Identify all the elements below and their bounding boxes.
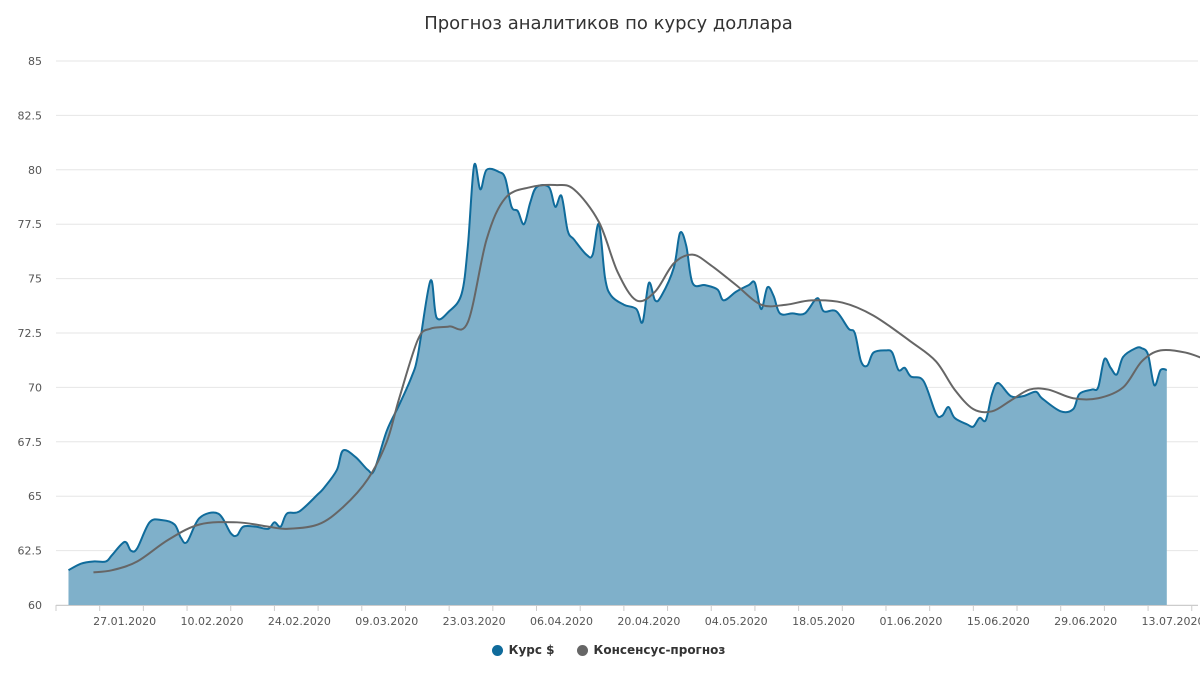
y-tick-label: 82.5 bbox=[18, 109, 43, 122]
legend-marker-consensus bbox=[576, 644, 588, 656]
y-tick-label: 85 bbox=[28, 55, 42, 68]
y-axis: 60 62.5 65 67.5 70 72.5 75 77.5 80 82.5 85 bbox=[18, 55, 43, 612]
x-tick-label: 29.06.2020 bbox=[1054, 615, 1117, 628]
legend: Курс $ Консенсус-прогноз bbox=[0, 643, 1200, 657]
series-layer bbox=[68, 162, 1200, 606]
y-tick-label: 67.5 bbox=[18, 436, 43, 449]
legend-label-consensus: Консенсус-прогноз bbox=[593, 643, 726, 657]
series-line-consensus[interactable] bbox=[93, 183, 1200, 574]
chart-title: Прогноз аналитиков по курсу доллара bbox=[424, 13, 793, 34]
y-tick-label: 70 bbox=[28, 381, 42, 394]
x-tick-label: 13.07.2020 bbox=[1142, 615, 1200, 628]
series-line-rate[interactable] bbox=[68, 162, 1168, 572]
legend-marker-rate bbox=[491, 644, 503, 656]
x-tick-label: 27.01.2020 bbox=[93, 615, 156, 628]
x-tick-label: 15.06.2020 bbox=[967, 615, 1030, 628]
y-tick-label: 75 bbox=[28, 273, 42, 286]
x-axis: 27.01.2020 10.02.2020 24.02.2020 09.03.2020… bbox=[55, 605, 1200, 628]
y-tick-label: 60 bbox=[28, 599, 42, 612]
x-tick-label: 01.06.2020 bbox=[879, 615, 942, 628]
y-tick-label: 62.5 bbox=[18, 545, 43, 558]
x-tick-label: 18.05.2020 bbox=[792, 615, 855, 628]
legend-label-rate: Курс $ bbox=[508, 643, 555, 657]
x-tick-label: 04.05.2020 bbox=[705, 615, 768, 628]
x-tick-label: 20.04.2020 bbox=[617, 615, 680, 628]
y-tick-label: 77.5 bbox=[18, 218, 43, 231]
y-tick-label: 65 bbox=[28, 490, 42, 503]
x-tick-label: 06.04.2020 bbox=[530, 615, 593, 628]
x-tick-label: 23.03.2020 bbox=[443, 615, 506, 628]
x-tick-label: 09.03.2020 bbox=[355, 615, 418, 628]
legend-item-consensus[interactable]: Консенсус-прогноз bbox=[576, 643, 726, 657]
legend-item-rate[interactable]: Курс $ bbox=[491, 643, 555, 657]
y-tick-label: 72.5 bbox=[18, 327, 43, 340]
x-tick-label: 10.02.2020 bbox=[181, 615, 244, 628]
y-tick-label: 80 bbox=[28, 164, 42, 177]
x-tick-label: 24.02.2020 bbox=[268, 615, 331, 628]
series-area-rate bbox=[68, 163, 1167, 606]
